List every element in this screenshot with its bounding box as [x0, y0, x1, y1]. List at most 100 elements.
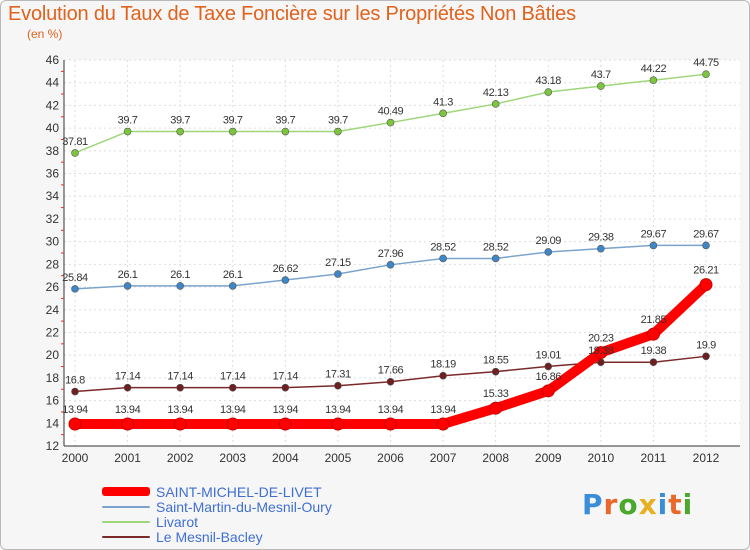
legend-swatch: [102, 487, 150, 496]
data-label: 39.7: [223, 115, 243, 127]
y-tick-label: 40: [46, 121, 60, 135]
y-tick-label: 34: [46, 189, 60, 203]
unit-label: (en %): [27, 27, 63, 41]
data-label: 40.49: [378, 106, 404, 118]
x-tick-label: 2006: [377, 451, 404, 465]
logo-letter: x: [638, 488, 658, 521]
y-tick-label: 16: [46, 394, 60, 408]
data-label: 13.94: [115, 404, 141, 416]
data-point: [597, 82, 605, 90]
data-label: 39.7: [275, 115, 295, 127]
data-point: [123, 127, 132, 136]
legend-label: Livarot: [156, 513, 199, 530]
data-point: [281, 276, 290, 284]
data-label: 25.84: [62, 272, 88, 284]
data-point: [176, 383, 184, 392]
data-point: [491, 254, 500, 263]
data-label: 13.94: [325, 404, 351, 416]
data-label: 18.55: [483, 355, 509, 367]
x-tick-label: 2003: [219, 451, 246, 465]
data-label: 27.96: [378, 248, 404, 260]
x-tick-label: 2000: [62, 451, 89, 465]
data-label: 26.1: [223, 269, 243, 281]
x-tick-label: 2007: [430, 451, 457, 465]
data-point: [173, 417, 187, 431]
data-point: [176, 282, 184, 290]
legend-item: SAINT-MICHEL-DE-LIVET: [102, 484, 332, 500]
data-label: 29.67: [641, 228, 667, 240]
data-point: [123, 282, 132, 290]
data-point: [68, 417, 82, 431]
data-point: [436, 417, 450, 431]
x-tick-label: 2011: [641, 451, 667, 465]
data-label: 39.7: [170, 115, 190, 127]
x-tick-label: 2009: [535, 451, 562, 465]
data-point: [228, 127, 237, 136]
data-point: [123, 383, 132, 392]
x-tick-label: 2008: [482, 451, 509, 465]
data-point: [489, 401, 503, 415]
data-point: [71, 285, 79, 293]
data-point: [386, 261, 395, 269]
legend-label: Le Mesnil-Bacley: [156, 528, 263, 545]
data-label: 39.7: [328, 115, 348, 127]
data-label: 13.94: [220, 404, 246, 416]
y-tick-label: 30: [46, 235, 60, 249]
data-label: 16.86: [535, 371, 561, 383]
data-point: [594, 346, 608, 360]
data-label: 27.15: [325, 257, 351, 269]
x-tick-label: 2012: [693, 451, 720, 465]
y-tick-label: 24: [46, 303, 60, 317]
data-point: [334, 270, 342, 278]
data-label: 20.23: [588, 333, 614, 345]
data-label: 43.18: [535, 75, 561, 87]
data-point: [386, 118, 395, 127]
legend-label: Saint-Martin-du-Mesnil-Oury: [156, 498, 332, 515]
data-point: [331, 417, 345, 431]
data-label: 13.94: [378, 404, 404, 416]
data-label: 15.33: [483, 388, 509, 400]
data-label: 26.62: [273, 263, 299, 275]
data-label: 26.1: [170, 269, 190, 281]
y-tick-label: 20: [46, 348, 60, 362]
x-tick-label: 2005: [325, 451, 352, 465]
data-label: 21.85: [641, 314, 667, 326]
data-point: [386, 377, 395, 386]
data-point: [121, 417, 135, 431]
logo-letter: i: [682, 488, 694, 521]
data-point: [702, 352, 710, 361]
data-label: 44.75: [693, 57, 719, 69]
legend-swatch: [102, 505, 150, 508]
x-tick-label: 2004: [272, 451, 299, 465]
y-tick-label: 32: [46, 212, 60, 226]
legend-swatch: [102, 535, 150, 538]
data-point: [176, 127, 184, 136]
y-tick-label: 28: [46, 257, 60, 271]
y-tick-label: 38: [46, 144, 60, 158]
data-label: 39.7: [118, 115, 138, 127]
data-label: 17.14: [273, 371, 299, 383]
data-point: [439, 254, 447, 263]
data-label: 17.14: [167, 371, 193, 383]
data-point: [281, 127, 290, 136]
data-point: [544, 362, 553, 371]
data-label: 29.38: [588, 232, 614, 244]
data-label: 19.38: [588, 345, 614, 357]
data-point: [491, 367, 500, 376]
y-tick-label: 14: [46, 416, 60, 430]
data-point: [228, 383, 237, 392]
data-point: [228, 282, 237, 290]
legend: SAINT-MICHEL-DE-LIVET Saint-Martin-du-Mes…: [102, 484, 332, 545]
data-point: [646, 327, 660, 341]
y-tick-label: 44: [46, 76, 60, 90]
data-point: [71, 387, 79, 396]
data-label: 29.67: [693, 228, 719, 240]
y-tick-label: 26: [46, 280, 60, 294]
data-point: [702, 241, 710, 250]
data-label: 26.1: [118, 269, 138, 281]
data-point: [439, 109, 447, 118]
data-label: 17.14: [220, 371, 246, 383]
data-label: 29.09: [535, 235, 561, 247]
data-label: 13.94: [430, 404, 456, 416]
data-point: [702, 70, 710, 78]
